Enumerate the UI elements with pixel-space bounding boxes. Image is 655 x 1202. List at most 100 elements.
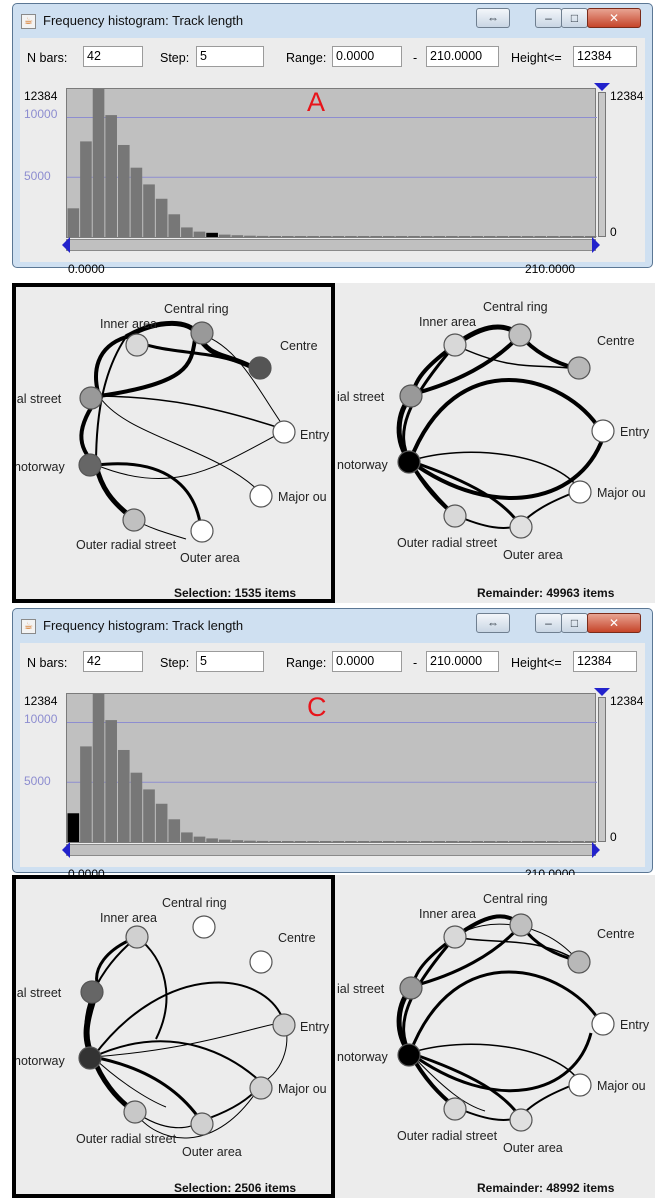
histogram-bar[interactable] (420, 236, 433, 237)
histogram-bar[interactable] (294, 841, 307, 842)
histogram-bar[interactable] (67, 208, 80, 237)
histogram-bar[interactable] (521, 841, 534, 842)
graph-node-outer-area[interactable] (190, 519, 214, 543)
histogram-bar[interactable] (471, 841, 483, 842)
histogram-bar[interactable] (244, 235, 256, 237)
graph-node-central-ring[interactable] (190, 321, 214, 345)
histogram-bar[interactable] (206, 838, 218, 842)
histogram-bar[interactable] (193, 836, 206, 842)
histogram-bar[interactable] (408, 841, 420, 842)
histogram-bar[interactable] (155, 198, 168, 237)
histogram-bar[interactable] (319, 841, 332, 842)
histogram-bar[interactable] (370, 236, 382, 237)
histogram-bar[interactable] (218, 234, 231, 237)
graph-node-centre[interactable] (567, 356, 591, 380)
graph-node-centre[interactable] (248, 356, 272, 380)
histogram-bar[interactable] (332, 236, 345, 237)
graph-node-inner-area[interactable] (125, 925, 149, 949)
histogram-bar[interactable] (269, 841, 282, 842)
close-button[interactable]: ✕ (587, 613, 641, 633)
range-to-field[interactable]: 210.0000 (426, 46, 499, 67)
histogram-bar[interactable] (382, 841, 395, 842)
histogram-bar[interactable] (244, 840, 256, 842)
height-slider[interactable] (598, 92, 606, 237)
minimize-button[interactable]: – (535, 613, 562, 633)
graph-node-outer-radial[interactable] (123, 1100, 147, 1124)
histogram-bar[interactable] (80, 141, 92, 237)
histogram-bar[interactable] (446, 236, 458, 237)
nbars-field[interactable]: 42 (83, 651, 143, 672)
graph-node-inner-area[interactable] (125, 333, 149, 357)
histogram-bar[interactable] (483, 236, 496, 237)
histogram-bar[interactable] (345, 841, 357, 842)
histogram-bar[interactable] (269, 236, 282, 237)
histogram-bar[interactable] (382, 236, 395, 237)
histogram-bar[interactable] (231, 840, 244, 842)
histogram-bar[interactable] (256, 840, 269, 842)
selected-bar[interactable] (206, 232, 218, 237)
resize-button[interactable]: ⇔ (476, 8, 510, 28)
graph-node-radial-street[interactable] (79, 386, 103, 410)
histogram-bar[interactable] (332, 841, 345, 842)
range-left-handle-icon[interactable] (62, 237, 70, 253)
range-left-handle-icon[interactable] (62, 842, 70, 858)
graph-node-outer-radial[interactable] (443, 1097, 467, 1121)
histogram-bar[interactable] (319, 236, 332, 237)
histogram-bar[interactable] (534, 236, 547, 237)
graph-node-radial-street[interactable] (80, 980, 104, 1004)
histogram-bar[interactable] (547, 236, 559, 237)
histogram-bar[interactable] (534, 841, 547, 842)
graph-node-motorway[interactable] (397, 1043, 421, 1067)
histogram-bar[interactable] (168, 214, 181, 237)
graph-node-inner-area[interactable] (443, 925, 467, 949)
histogram-bar[interactable] (80, 746, 92, 842)
histogram-bar[interactable] (282, 236, 294, 237)
histogram-bar[interactable] (181, 227, 193, 237)
histogram-bar[interactable] (168, 819, 181, 842)
histogram-bar[interactable] (458, 236, 471, 237)
graph-node-motorway[interactable] (397, 450, 421, 474)
graph-node-major-outer[interactable] (249, 1076, 273, 1100)
graph-node-central-ring[interactable] (509, 913, 533, 937)
histogram-bar[interactable] (471, 236, 483, 237)
graph-node-outer-area[interactable] (509, 1108, 533, 1132)
histogram-bar[interactable] (433, 841, 446, 842)
nbars-field[interactable]: 42 (83, 46, 143, 67)
histogram-bar[interactable] (256, 235, 269, 237)
close-button[interactable]: ✕ (587, 8, 641, 28)
resize-button[interactable]: ⇔ (476, 613, 510, 633)
graph-node-major-outer[interactable] (568, 1073, 592, 1097)
histogram-bar[interactable] (395, 841, 408, 842)
graph-node-outer-radial[interactable] (122, 508, 146, 532)
graph-node-major-outer[interactable] (568, 480, 592, 504)
histogram-bar[interactable] (496, 841, 509, 842)
histogram-bar[interactable] (282, 841, 294, 842)
histogram-bar[interactable] (572, 236, 584, 237)
histogram-bar[interactable] (559, 841, 572, 842)
maximize-button[interactable]: □ (561, 8, 588, 28)
histogram-bar[interactable] (193, 231, 206, 237)
height-field[interactable]: 12384 (573, 46, 637, 67)
height-handle-icon[interactable] (594, 688, 610, 698)
histogram-bar[interactable] (218, 839, 231, 842)
histogram-bar[interactable] (92, 694, 105, 842)
histogram-bar[interactable] (521, 236, 534, 237)
graph-node-inner-area[interactable] (443, 333, 467, 357)
graph-node-outer-area[interactable] (190, 1112, 214, 1136)
graph-node-central-ring[interactable] (508, 323, 532, 347)
range-from-field[interactable]: 0.0000 (332, 651, 402, 672)
histogram-bar[interactable] (572, 841, 584, 842)
histogram-bar[interactable] (105, 115, 117, 237)
graph-node-centre[interactable] (567, 950, 591, 974)
histogram-bar[interactable] (181, 832, 193, 842)
histogram-bar[interactable] (231, 235, 244, 237)
histogram-bar[interactable] (357, 841, 370, 842)
range-right-handle-icon[interactable] (592, 237, 600, 253)
graph-node-outer-radial[interactable] (443, 504, 467, 528)
histogram-bar[interactable] (307, 236, 319, 237)
histogram-bar[interactable] (92, 89, 105, 237)
height-slider[interactable] (598, 697, 606, 842)
range-to-field[interactable]: 210.0000 (426, 651, 499, 672)
step-field[interactable]: 5 (196, 46, 264, 67)
histogram-bar[interactable] (433, 236, 446, 237)
